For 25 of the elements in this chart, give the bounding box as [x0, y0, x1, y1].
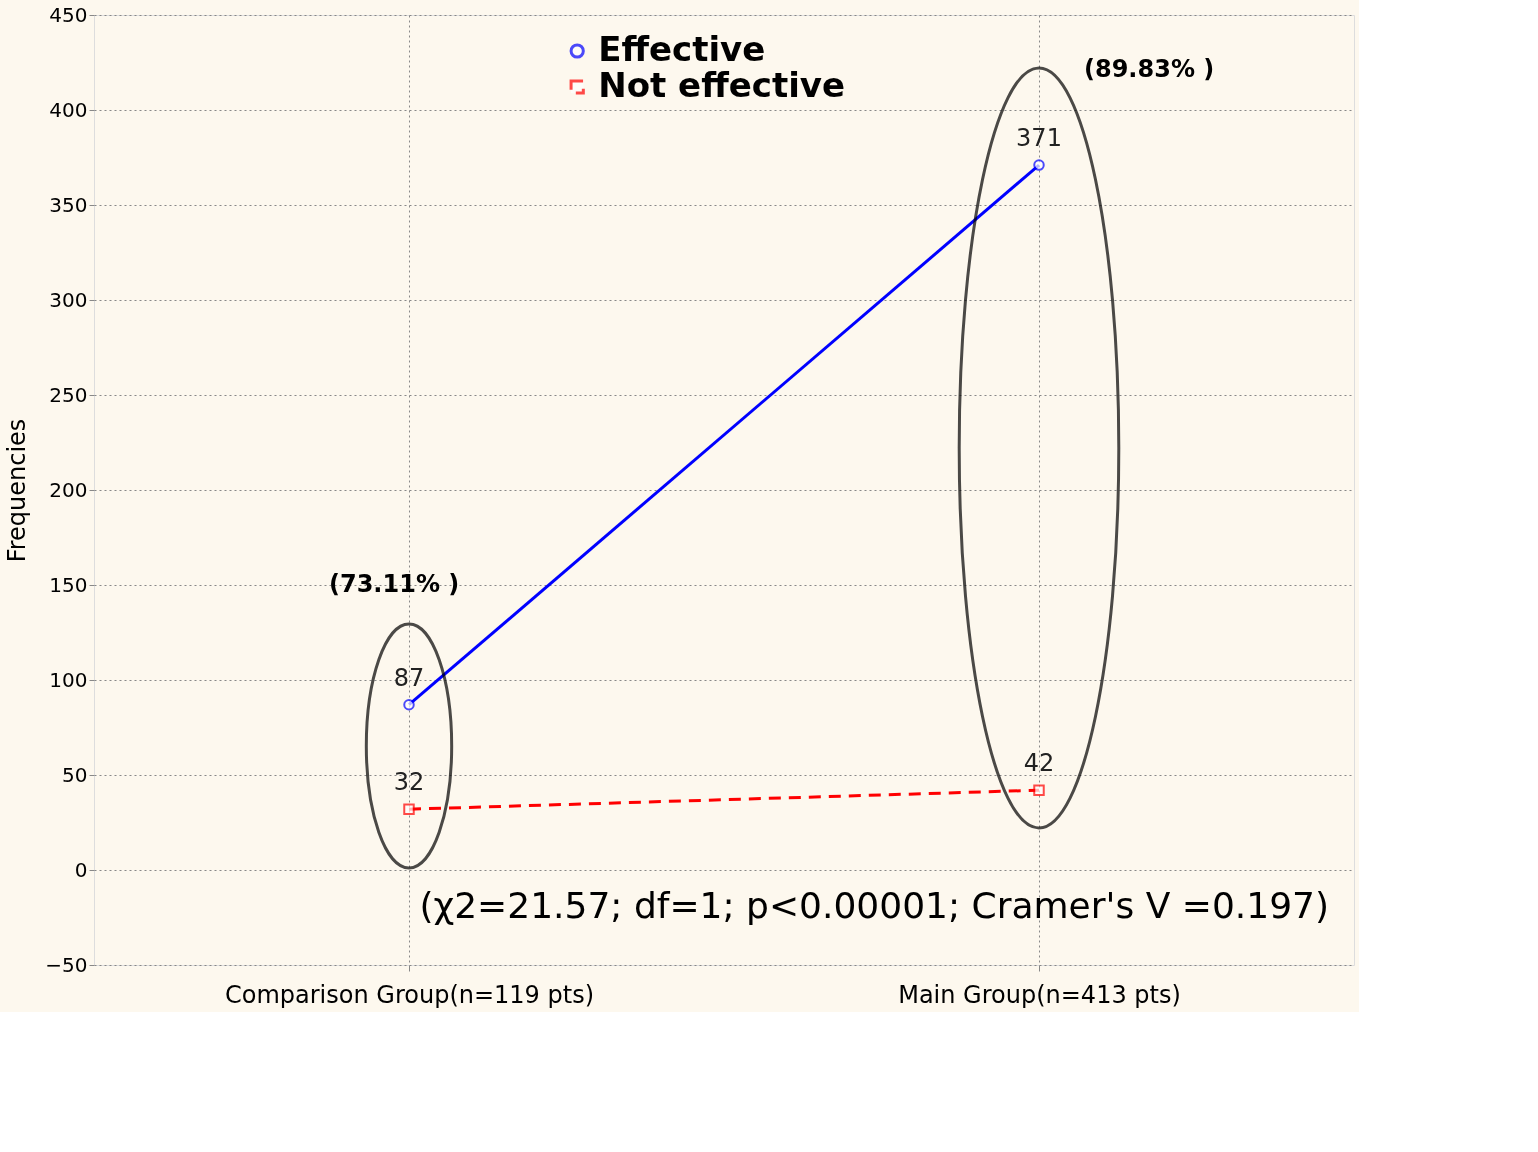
y-tick-label: 450 — [49, 2, 88, 27]
y-tick-label: −50 — [45, 952, 88, 977]
y-axis-title: Frequencies — [3, 418, 32, 563]
data-label: 32 — [393, 768, 425, 797]
data-label: 87 — [393, 663, 425, 692]
annotation: (73.11% ) — [329, 570, 460, 598]
x-tick-label: Comparison Group(n=119 pts) — [224, 980, 595, 1009]
data-label: 42 — [1023, 749, 1055, 778]
y-tick-label: 300 — [49, 287, 88, 312]
y-tick-label: 150 — [49, 572, 88, 597]
point — [403, 698, 415, 711]
y-tick-label: 400 — [49, 97, 88, 122]
x-tick-label: Main Group(n=413 pts) — [898, 980, 1181, 1009]
y-tick-label: 200 — [49, 477, 88, 502]
y-tick-label: 350 — [49, 192, 88, 217]
point — [1033, 159, 1045, 171]
point — [403, 803, 415, 815]
y-tick-label: 100 — [49, 667, 88, 692]
data-label: 371 — [1016, 124, 1062, 153]
y-tick-label: 0 — [74, 857, 88, 882]
point — [1033, 784, 1045, 796]
y-tick-label: 50 — [62, 762, 88, 787]
y-tick-label: 250 — [49, 382, 88, 407]
annotation: (89.83% ) — [1084, 55, 1215, 83]
annotation: (χ2=21.57; df=1; p<0.00001; Cramer's V =0.197) — [419, 885, 1329, 926]
